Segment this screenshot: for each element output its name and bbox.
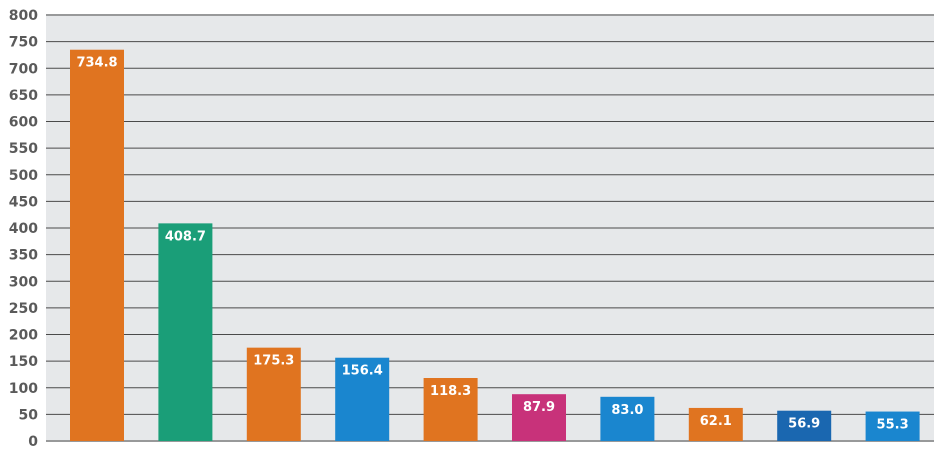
y-tick-label: 550 <box>9 141 38 157</box>
bar-7 <box>600 396 655 441</box>
y-tick-label: 250 <box>9 301 38 317</box>
data-labels: 734.8 408.7 175.3 156.4 118.3 87.9 83.0 62.1 56.… <box>76 56 908 433</box>
y-tick-label: 600 <box>9 115 38 131</box>
data-label-10: 55.3 <box>877 418 909 433</box>
y-tick-label: 300 <box>9 274 38 290</box>
bar-8 <box>688 407 743 441</box>
y-tick-label: 200 <box>9 328 38 344</box>
y-tick-label: 800 <box>9 8 38 24</box>
bar-4 <box>335 357 390 441</box>
data-label-8: 62.1 <box>700 414 732 429</box>
y-tick-label: 400 <box>9 221 38 237</box>
y-tick-label: 150 <box>9 354 38 370</box>
y-tick-label: 500 <box>9 168 38 184</box>
bar-2 <box>158 223 213 441</box>
y-tick-label: 700 <box>9 61 38 77</box>
y-tick-label: 0 <box>28 434 38 450</box>
data-label-9: 56.9 <box>788 417 820 432</box>
data-label-6: 87.9 <box>523 400 555 415</box>
data-label-7: 83.0 <box>611 403 643 418</box>
y-tick-label: 450 <box>9 194 38 210</box>
y-tick-label: 650 <box>9 88 38 104</box>
y-axis-ticks: 0 50 100 150 200 250 300 350 400 450 500 550 600 650 7… <box>9 8 38 450</box>
bar-3 <box>246 347 301 441</box>
bar-10 <box>865 411 920 441</box>
data-label-3: 175.3 <box>253 354 294 369</box>
data-label-4: 156.4 <box>342 364 383 379</box>
y-tick-label: 50 <box>19 407 39 423</box>
data-label-2: 408.7 <box>165 229 206 244</box>
bars <box>70 49 920 442</box>
y-tick-label: 100 <box>9 381 38 397</box>
y-tick-label: 750 <box>9 35 38 51</box>
data-label-1: 734.8 <box>76 56 117 71</box>
bar-9 <box>777 410 832 441</box>
bar-1 <box>70 49 124 442</box>
bar-5 <box>423 378 478 441</box>
bar-6 <box>512 394 566 441</box>
data-label-5: 118.3 <box>430 384 471 399</box>
y-tick-label: 350 <box>9 248 38 264</box>
